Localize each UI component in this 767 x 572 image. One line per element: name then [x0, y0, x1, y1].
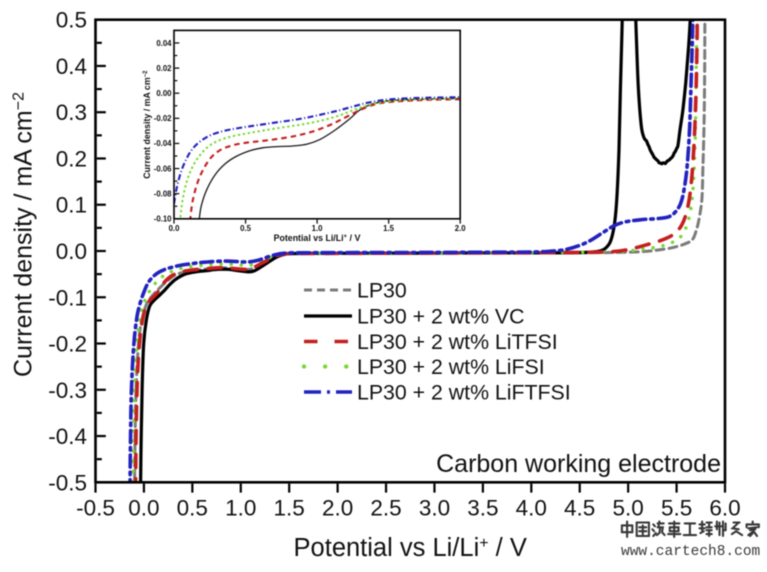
svg-text:0.0: 0.0	[128, 495, 159, 520]
svg-text:0.04: 0.04	[156, 39, 172, 48]
svg-text:2.5: 2.5	[370, 495, 401, 520]
svg-text:0.0: 0.0	[56, 239, 87, 264]
svg-text:www.cartech8.com: www.cartech8.com	[621, 544, 760, 560]
svg-text:Potential vs Li/Li+ / V: Potential vs Li/Li+ / V	[294, 534, 527, 562]
svg-text:1.0: 1.0	[225, 495, 256, 520]
svg-text:1.5: 1.5	[383, 224, 395, 233]
svg-text:-0.1: -0.1	[48, 285, 87, 310]
svg-text:LP30 + 2 wt% LiTFSI: LP30 + 2 wt% LiTFSI	[357, 330, 558, 354]
svg-text:0.4: 0.4	[56, 54, 87, 79]
svg-text:0.5: 0.5	[240, 224, 252, 233]
svg-text:Potential vs Li/Li+ / V: Potential vs Li/Li+ / V	[274, 233, 361, 243]
svg-text:LP30: LP30	[357, 279, 407, 303]
svg-text:-0.5: -0.5	[76, 495, 115, 520]
svg-text:0.3: 0.3	[56, 100, 87, 125]
svg-text:5.0: 5.0	[613, 495, 644, 520]
svg-text:Current density / mA cm−2: Current density / mA cm−2	[142, 70, 152, 179]
svg-text:LP30 + 2 wt% VC: LP30 + 2 wt% VC	[357, 305, 525, 329]
svg-text:0.5: 0.5	[56, 8, 87, 33]
svg-text:4.0: 4.0	[516, 495, 547, 520]
svg-text:0.00: 0.00	[156, 89, 172, 98]
svg-text:-0.10: -0.10	[154, 215, 172, 224]
svg-text:3.0: 3.0	[419, 495, 450, 520]
svg-text:LP30 + 2 wt% LiFSI: LP30 + 2 wt% LiFSI	[357, 355, 545, 379]
svg-text:3.5: 3.5	[467, 495, 498, 520]
svg-text:LP30 + 2 wt% LiFTFSI: LP30 + 2 wt% LiFTFSI	[357, 381, 571, 405]
svg-text:2.0: 2.0	[455, 224, 467, 233]
svg-text:-0.06: -0.06	[154, 164, 172, 173]
svg-text:4.5: 4.5	[564, 495, 595, 520]
svg-text:0.5: 0.5	[177, 495, 208, 520]
svg-text:1.5: 1.5	[274, 495, 305, 520]
svg-text:-0.02: -0.02	[154, 114, 172, 123]
svg-text:2.0: 2.0	[322, 495, 353, 520]
svg-text:1.0: 1.0	[312, 224, 324, 233]
svg-text:6.0: 6.0	[709, 495, 740, 520]
svg-text:-0.5: -0.5	[48, 470, 87, 495]
svg-text:0.0: 0.0	[169, 224, 181, 233]
svg-text:0.1: 0.1	[56, 193, 87, 218]
svg-text:Carbon working electrode: Carbon working electrode	[436, 450, 721, 478]
svg-text:0.2: 0.2	[56, 147, 87, 172]
svg-text:-0.3: -0.3	[48, 378, 87, 403]
svg-text:Current density / mA cm−2: Current density / mA cm−2	[10, 92, 38, 377]
svg-text:-0.2: -0.2	[48, 332, 87, 357]
svg-text:5.5: 5.5	[661, 495, 692, 520]
svg-text:0.02: 0.02	[156, 64, 172, 73]
svg-text:-0.08: -0.08	[154, 190, 172, 199]
svg-text:-0.4: -0.4	[48, 424, 87, 449]
svg-text:-0.04: -0.04	[154, 139, 172, 148]
